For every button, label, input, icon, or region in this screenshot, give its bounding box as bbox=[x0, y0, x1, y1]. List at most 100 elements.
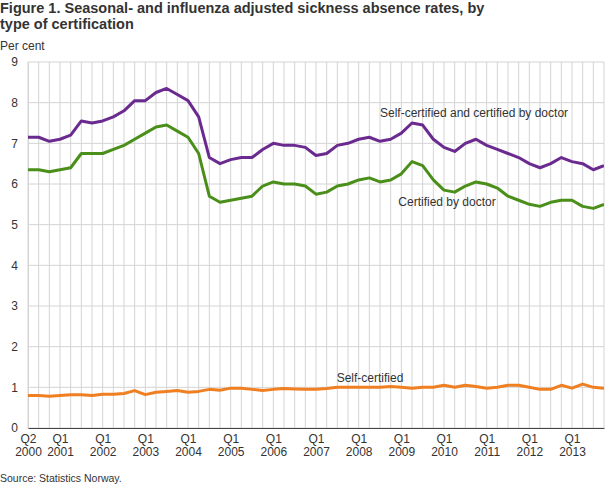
y-tick-label: 1 bbox=[11, 381, 18, 395]
x-tick: Q12002 bbox=[90, 428, 117, 459]
y-tick: 1 bbox=[11, 381, 28, 395]
y-tick: 9 bbox=[11, 55, 28, 69]
x-tick-label: Q12010 bbox=[431, 432, 458, 459]
x-tick-label: Q12013 bbox=[559, 432, 586, 459]
grid-line-x bbox=[134, 62, 135, 428]
x-tick-label: Q12001 bbox=[47, 432, 74, 459]
grid-line-x bbox=[252, 62, 253, 428]
grid-line-x bbox=[273, 62, 274, 428]
y-tick: 2 bbox=[11, 340, 28, 354]
grid-line-x bbox=[145, 62, 146, 428]
series-line bbox=[28, 125, 604, 208]
grid-line-x bbox=[326, 62, 327, 428]
grid-line-y bbox=[28, 387, 604, 388]
x-tick: Q12009 bbox=[388, 428, 415, 459]
grid-line-y bbox=[28, 428, 604, 429]
grid-line-x bbox=[60, 62, 61, 428]
grid-line-x bbox=[188, 62, 189, 428]
series-label: Certified by doctor bbox=[398, 195, 495, 209]
x-axis-line bbox=[29, 428, 605, 429]
y-axis: 0 1 2 3 4 5 6 7 8 9 bbox=[11, 55, 28, 435]
series-line bbox=[28, 384, 604, 396]
grid-line-y bbox=[28, 265, 604, 266]
y-tick: 6 bbox=[11, 177, 28, 191]
x-tick-label: Q12012 bbox=[516, 432, 543, 459]
x-tick: Q12007 bbox=[303, 428, 330, 459]
y-tick: 4 bbox=[11, 259, 28, 273]
y-tick: 3 bbox=[11, 299, 28, 313]
grid-line-x bbox=[305, 62, 306, 428]
x-tick: Q12005 bbox=[218, 428, 245, 459]
y-tick-label: 8 bbox=[11, 96, 18, 110]
grid bbox=[28, 62, 604, 428]
x-axis: Q22000Q12001 Q12002 Q12003 Q12004 Q12005 Q120… bbox=[15, 428, 604, 459]
x-tick-label: Q12003 bbox=[132, 432, 159, 459]
x-tick-label: Q12007 bbox=[303, 432, 330, 459]
x-tick-label: Q12008 bbox=[346, 432, 373, 459]
grid-line-y bbox=[28, 184, 604, 185]
x-tick: Q12001 bbox=[47, 428, 74, 459]
y-axis-title: Per cent bbox=[0, 39, 45, 53]
title: Figure 1. Seasonal- and influenza adjust… bbox=[0, 0, 484, 32]
series-line bbox=[28, 88, 604, 169]
grid-line-x bbox=[230, 62, 231, 428]
x-tick: Q12013 bbox=[559, 428, 586, 459]
grid-line-x bbox=[81, 62, 82, 428]
grid-line-y bbox=[28, 306, 604, 307]
x-tick: Q12003 bbox=[132, 428, 159, 459]
y-tick-label: 2 bbox=[11, 340, 18, 354]
grid-line-x bbox=[156, 62, 157, 428]
grid-line-x bbox=[262, 62, 263, 428]
x-tick-label: Q12006 bbox=[260, 432, 287, 459]
source: Source: Statistics Norway. bbox=[0, 472, 122, 484]
grid-line-x bbox=[28, 62, 29, 428]
grid-line-x bbox=[92, 62, 93, 428]
y-axis-line bbox=[28, 63, 29, 429]
x-tick-label: Q12005 bbox=[218, 432, 245, 459]
grid-line-x bbox=[593, 62, 594, 428]
y-tick-label: 3 bbox=[11, 299, 18, 313]
grid-line-x bbox=[220, 62, 221, 428]
x-tick: Q12011 bbox=[474, 428, 500, 459]
x-tick: Q12010 bbox=[431, 428, 458, 459]
y-tick-label: 7 bbox=[11, 137, 18, 151]
grid-line-x bbox=[572, 62, 573, 428]
x-tick: Q12004 bbox=[175, 428, 202, 459]
y-tick: 8 bbox=[11, 96, 28, 110]
x-tick-label: Q12004 bbox=[175, 432, 202, 459]
x-tick-label: Q12002 bbox=[90, 432, 117, 459]
grid-line-y bbox=[28, 224, 604, 225]
grid-line-x bbox=[177, 62, 178, 428]
grid-line-y bbox=[28, 102, 604, 103]
x-tick: Q12006 bbox=[260, 428, 287, 459]
x-tick: Q12012 bbox=[516, 428, 543, 459]
series-label: Self-certified and certified by doctor bbox=[380, 106, 568, 120]
grid-line-x bbox=[49, 62, 50, 428]
x-tick-label: Q12009 bbox=[388, 432, 415, 459]
series-label: Self-certified bbox=[337, 371, 404, 385]
plot-area bbox=[28, 88, 604, 396]
grid-line-x bbox=[316, 62, 317, 428]
grid-line-x bbox=[294, 62, 295, 428]
x-tick: Q12008 bbox=[346, 428, 373, 459]
y-tick-label: 0 bbox=[11, 421, 18, 435]
x-tick: Q22000 bbox=[15, 428, 42, 459]
y-tick-label: 4 bbox=[11, 259, 18, 273]
y-tick: 5 bbox=[11, 218, 28, 232]
grid-line-x bbox=[604, 62, 605, 428]
x-tick-label: Q12011 bbox=[474, 432, 500, 459]
grid-line-x bbox=[241, 62, 242, 428]
y-tick-label: 5 bbox=[11, 218, 18, 232]
grid-line-x bbox=[284, 62, 285, 428]
y-tick: 7 bbox=[11, 137, 28, 151]
grid-line-x bbox=[582, 62, 583, 428]
grid-line-y bbox=[28, 62, 604, 63]
grid-line-x bbox=[124, 62, 125, 428]
grid-line-x bbox=[166, 62, 167, 428]
grid-line-y bbox=[28, 346, 604, 347]
y-tick-label: 9 bbox=[11, 55, 18, 69]
y-tick-label: 6 bbox=[11, 177, 18, 191]
grid-line-x bbox=[38, 62, 39, 428]
chart: Figure 1. Seasonal- and influenza adjust… bbox=[0, 0, 610, 488]
grid-line-x bbox=[102, 62, 103, 428]
